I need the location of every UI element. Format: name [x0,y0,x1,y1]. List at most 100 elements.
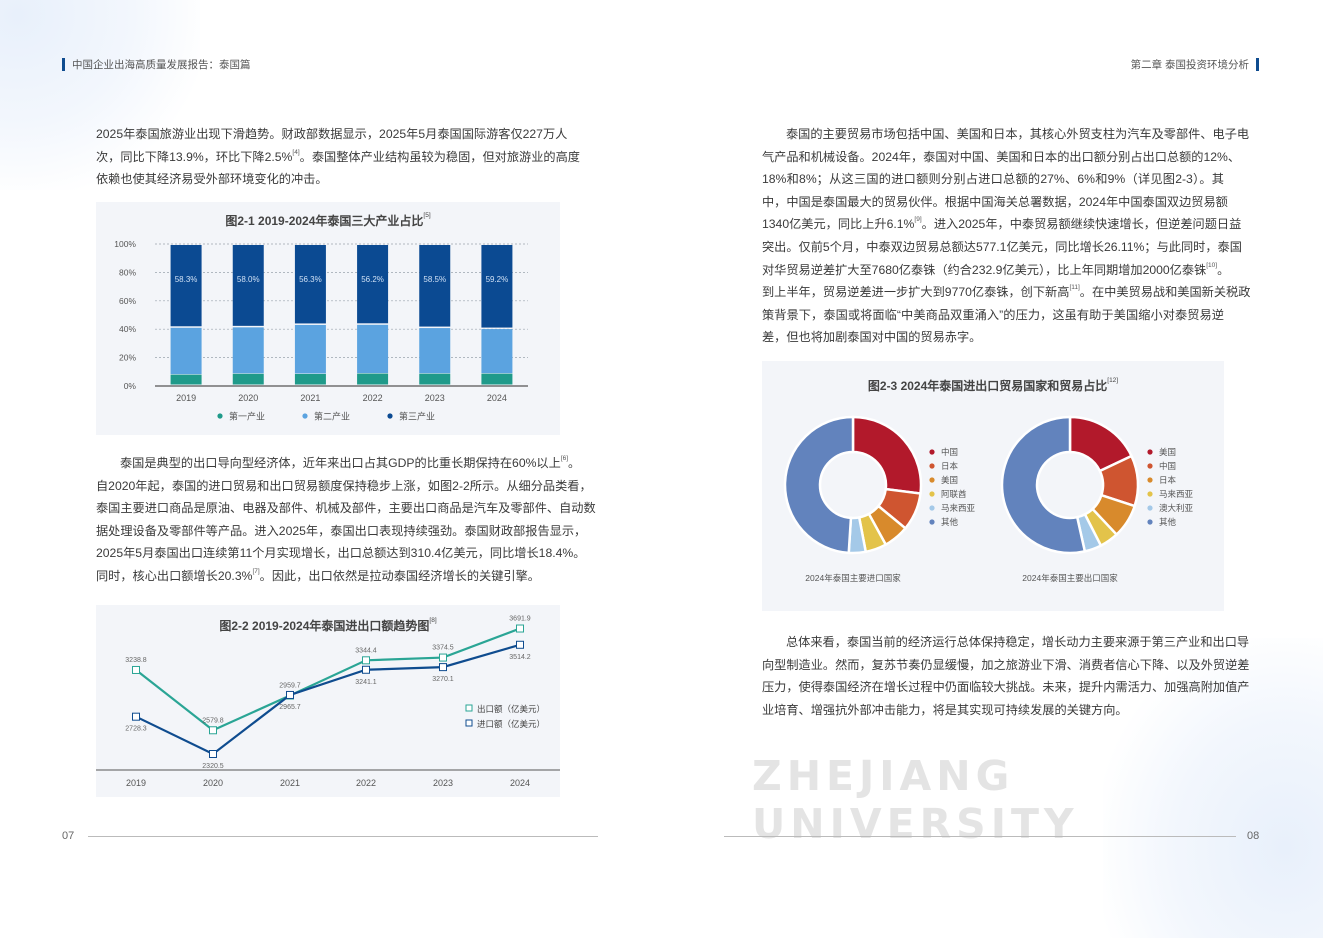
text-segment: 中，中国是泰国最大的贸易伙伴。根据中国海关总署数据，2024年中国泰国双边贸易额 [762,194,1228,209]
legend-label: 第一产业 [229,411,265,422]
footnote-ref: [11] [1069,284,1080,292]
running-header-left: 中国企业出海高质量发展报告：泰国篇 [62,57,251,72]
text-line: 到上半年，贸易逆差进一步扩大到9770亿泰铢，创下新高[11]。在中美贸易战和美… [762,281,1250,304]
text-line: 据处理设备及零部件等产品。进入2025年，泰国出口表现持续强劲。泰国财政部报告显… [96,520,586,543]
data-label: 3241.1 [355,679,377,686]
data-point [362,665,370,674]
text-segment: 气产品和机械设备。2024年，泰国对中国、美国和日本的出口额分别占出口总额的12… [762,149,1241,164]
legend-label: 进口额（亿美元） [477,719,545,729]
data-point [209,750,217,758]
text-segment: 1340亿美元，同比上升6.1% [762,217,915,232]
footnote-ref: [6] [560,455,569,462]
data-label: 2728.3 [125,726,147,733]
legend-marker [929,519,935,525]
legend-label: 澳大利亚 [1159,503,1194,513]
x-tick-label: 2023 [425,393,445,403]
series-line [135,627,521,732]
x-tick-label: 2023 [433,778,453,788]
legend-label: 马来西亚 [941,503,976,513]
background-decoration [0,0,200,190]
legend-label: 出口额（亿美元） [477,704,545,714]
bar-segment [232,327,264,374]
legend-label: 阿联酋 [941,489,967,499]
donut-charts: 中国日本美国阿联酋马来西亚其他2024年泰国主要进口国家美国中国日本马来西亚澳大… [783,415,1194,583]
text-line: 压力，使得泰国经济在增长过程中仍面临较大挑战。未来，提升内需活力、加强高附加值产 [762,676,1250,699]
data-label: 3691.9 [509,616,531,623]
data-label: 2579.8 [202,717,224,724]
running-header-right: 第二章 泰国投资环境分析 [1131,57,1259,72]
text-line: 次，同比下降13.9%，环比下降2.5%[4]。泰国整体产业结构虽较为稳固，但对… [96,146,580,169]
bar-segment [170,245,202,327]
bar-segment [170,327,202,375]
x-tick-label: 2024 [487,393,507,403]
legend-label: 马来西亚 [1159,489,1194,499]
data-point [516,624,524,633]
page-number-right: 08 [1247,830,1260,842]
y-tick-label: 0% [124,381,137,391]
legend-label: 中国 [1159,461,1176,471]
series-line [135,643,521,756]
stacked-bar-chart: 0% 20% 40% 60% 80% 100% 58.3% 2019 58.0% 2020 56.3… [114,239,528,422]
figure-2-3: 图2-3 2024年泰国进出口贸易国家和贸易占比[12] 中国 日本 美国 阿联酋 马来… [762,361,1224,611]
donut-slice [783,415,855,555]
x-tick-label: 2022 [363,393,383,403]
data-label: 3270.1 [432,676,454,683]
x-tick-label: 2020 [203,778,223,788]
legend-marker [929,477,935,483]
text-segment: 。 [1217,262,1230,277]
text-segment: 。 [568,456,581,470]
bar-segment [357,373,389,385]
legend-label: 美国 [941,475,958,485]
y-tick-label: 20% [119,353,136,363]
paragraph-tourism: 2025年泰国旅游业出现下滑趋势。财政部数据显示，2025年5月泰国国际游客仅2… [96,123,580,191]
text-segment: 业培育、增强抗外部冲击能力，将是其实现可持续发展的关键方向。 [762,702,1128,717]
figure-title: 图2-2 2019-2024年泰国进出口额趋势图[8] [219,617,437,633]
text-segment: 总体来看，泰国当前的经济运行总体保持稳定，增长动力主要来源于第三产业和出口导 [786,635,1250,649]
paragraph-summary: 总体来看，泰国当前的经济运行总体保持稳定，增长动力主要来源于第三产业和出口导 向型… [762,631,1250,721]
footer-divider [724,836,1236,837]
data-point [132,712,140,721]
text-line: 同时，核心出口额增长20.3%[7]。因此，出口依然是拉动泰国经济增长的关键引擎… [96,565,560,588]
x-tick-label: 2019 [176,393,196,403]
header-accent-bar [1256,58,1259,71]
text-line: 总体来看，泰国当前的经济运行总体保持稳定，增长动力主要来源于第三产业和出口导 [762,631,1249,654]
text-line: 气产品和机械设备。2024年，泰国对中国、美国和日本的出口额分别占出口总额的12… [762,146,1240,169]
legend-label: 日本 [941,461,959,471]
legend-marker [1147,449,1153,455]
legend-marker [929,449,935,455]
y-tick-label: 100% [114,239,136,249]
donut-slice [851,415,923,495]
bar-segment [419,245,451,327]
data-label: 3514.2 [509,654,531,661]
legend-label: 其他 [1159,517,1177,527]
footnote-ref: [9] [914,216,922,224]
legend-marker [1147,519,1153,525]
figure-2-1: 图2-1 2019-2024年泰国三大产业占比[5] 0% 20% 40% 60% 80… [96,202,560,435]
text-segment: 同时，核心出口额增长20.3% [96,568,253,583]
data-point [209,726,217,735]
page-number-left: 07 [62,830,75,842]
legend-marker [1147,463,1153,469]
data-label: 3344.4 [355,647,377,654]
text-segment: 泰国是典型的出口导向型经济体，近年来出口占其GDP的比重长期保持在60%以上 [120,456,561,470]
data-label: 58.3% [175,275,198,284]
legend-marker [1147,477,1153,483]
bar-segment [294,373,326,385]
data-label: 56.3% [299,275,322,284]
footer-divider [88,836,598,837]
legend-marker [1147,491,1153,497]
bar-segment [481,245,513,328]
bar-segment [481,329,513,374]
text-segment: 到上半年，贸易逆差进一步扩大到9770亿泰铢，创下新高 [762,285,1070,300]
text-segment: 据处理设备及零部件等产品。进入2025年，泰国出口表现持续强劲。泰国财政部报告显… [96,523,587,538]
background-decoration [1103,638,1323,938]
bar-segment [481,373,513,385]
legend-marker [929,505,935,511]
text-segment: 依赖也使其经济易受外部环境变化的冲击。 [96,172,328,187]
text-line: 2025年泰国旅游业出现下滑趋势。财政部数据显示，2025年5月泰国国际游客仅2… [96,123,567,146]
text-segment: 压力，使得泰国经济在增长过程中仍面临较大挑战。未来，提升内需活力、加强高附加值产 [762,680,1250,695]
paragraph-trade-partners: 泰国的主要贸易市场包括中国、美国和日本，其核心外贸支柱为汽车及零部件、电子电 气产… [762,123,1250,349]
text-line: 1340亿美元，同比上升6.1%[9]。进入2025年，中泰贸易额继续快速增长，… [762,213,1241,236]
data-point [286,690,294,699]
text-segment: 2025年泰国旅游业出现下滑趋势。财政部数据显示，2025年5月泰国国际游客仅2… [96,127,568,141]
